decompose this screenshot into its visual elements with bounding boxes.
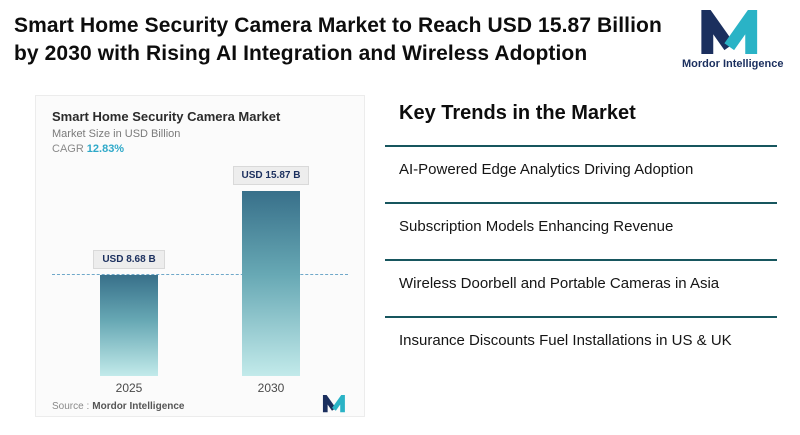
brand-name: Mordor Intelligence [682, 58, 784, 70]
trend-item-3: Wireless Doorbell and Portable Cameras i… [385, 259, 777, 316]
bar-value-label-2030: USD 15.87 B [232, 166, 310, 185]
brand-logo: Mordor Intelligence [682, 10, 784, 70]
chart-title: Smart Home Security Camera Market [52, 109, 281, 124]
bar-chart-plot: USD 8.68 B USD 15.87 B [52, 161, 348, 376]
cagr-value: 12.83% [86, 143, 125, 155]
source-value: Mordor Intelligence [92, 401, 185, 412]
chart-cagr: CAGR 12.83% [52, 143, 348, 155]
x-axis: 2025 2030 [52, 381, 348, 395]
trend-item-2: Subscription Models Enhancing Revenue [385, 202, 777, 259]
source-row: Source : Mordor Intelligence [52, 389, 348, 418]
mordor-logo-icon [682, 10, 782, 56]
mordor-logo-small-icon [322, 389, 348, 418]
trends-heading: Key Trends in the Market [399, 102, 636, 124]
bar-column-2030: USD 15.87 B [206, 161, 336, 376]
trend-item-1: AI-Powered Edge Analytics Driving Adopti… [385, 145, 777, 202]
source-label: Source : [52, 401, 90, 412]
chart-subtitle: Market Size in USD Billion [52, 128, 181, 140]
cagr-label: CAGR [52, 143, 84, 155]
reference-line [52, 274, 348, 275]
bar-2025 [100, 275, 158, 376]
page-title: Smart Home Security Camera Market to Rea… [14, 14, 662, 65]
bar-value-label-2025: USD 8.68 B [93, 250, 165, 269]
x-axis-label-2030: 2030 [257, 381, 285, 395]
market-chart-card: Smart Home Security Camera Market Market… [35, 95, 365, 417]
trend-item-4: Insurance Discounts Fuel Installations i… [385, 316, 777, 373]
source-text: Source : Mordor Intelligence [52, 401, 184, 412]
bar-2030 [242, 191, 300, 376]
x-axis-label-2025: 2025 [115, 381, 143, 395]
key-trends-section: Key Trends in the Market AI-Powered Edge… [385, 102, 777, 373]
bar-column-2025: USD 8.68 B [64, 161, 194, 376]
